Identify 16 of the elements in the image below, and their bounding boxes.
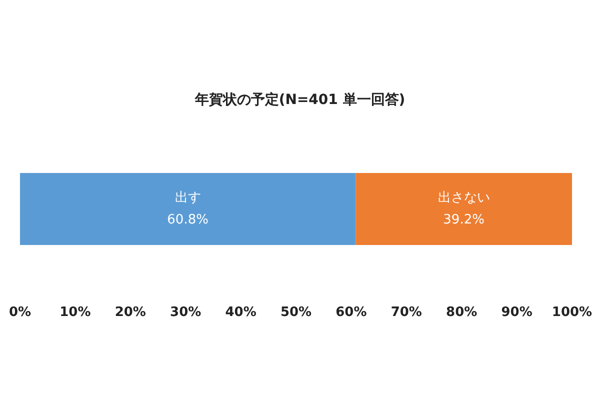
x-tick-label: 10% (60, 305, 91, 320)
chart-title: 年賀状の予定(N=401 単一回答) (194, 91, 406, 108)
data-label: 60.8% (167, 212, 208, 228)
x-tick-label: 40% (225, 305, 256, 320)
x-tick-label: 70% (390, 305, 422, 320)
x-tick-label: 20% (114, 305, 146, 320)
series-label: 出す (174, 190, 201, 206)
x-tick-label: 50% (280, 305, 312, 320)
x-tick-label: 0% (8, 305, 32, 320)
x-tick-label: 30% (170, 305, 202, 320)
x-tick-label: 90% (501, 305, 532, 320)
series-label: 出さない (438, 190, 490, 206)
x-tick-label: 100% (552, 305, 592, 320)
data-label: 39.2% (443, 212, 484, 228)
x-tick-label: 80% (446, 305, 478, 320)
x-tick-label: 60% (336, 305, 367, 320)
